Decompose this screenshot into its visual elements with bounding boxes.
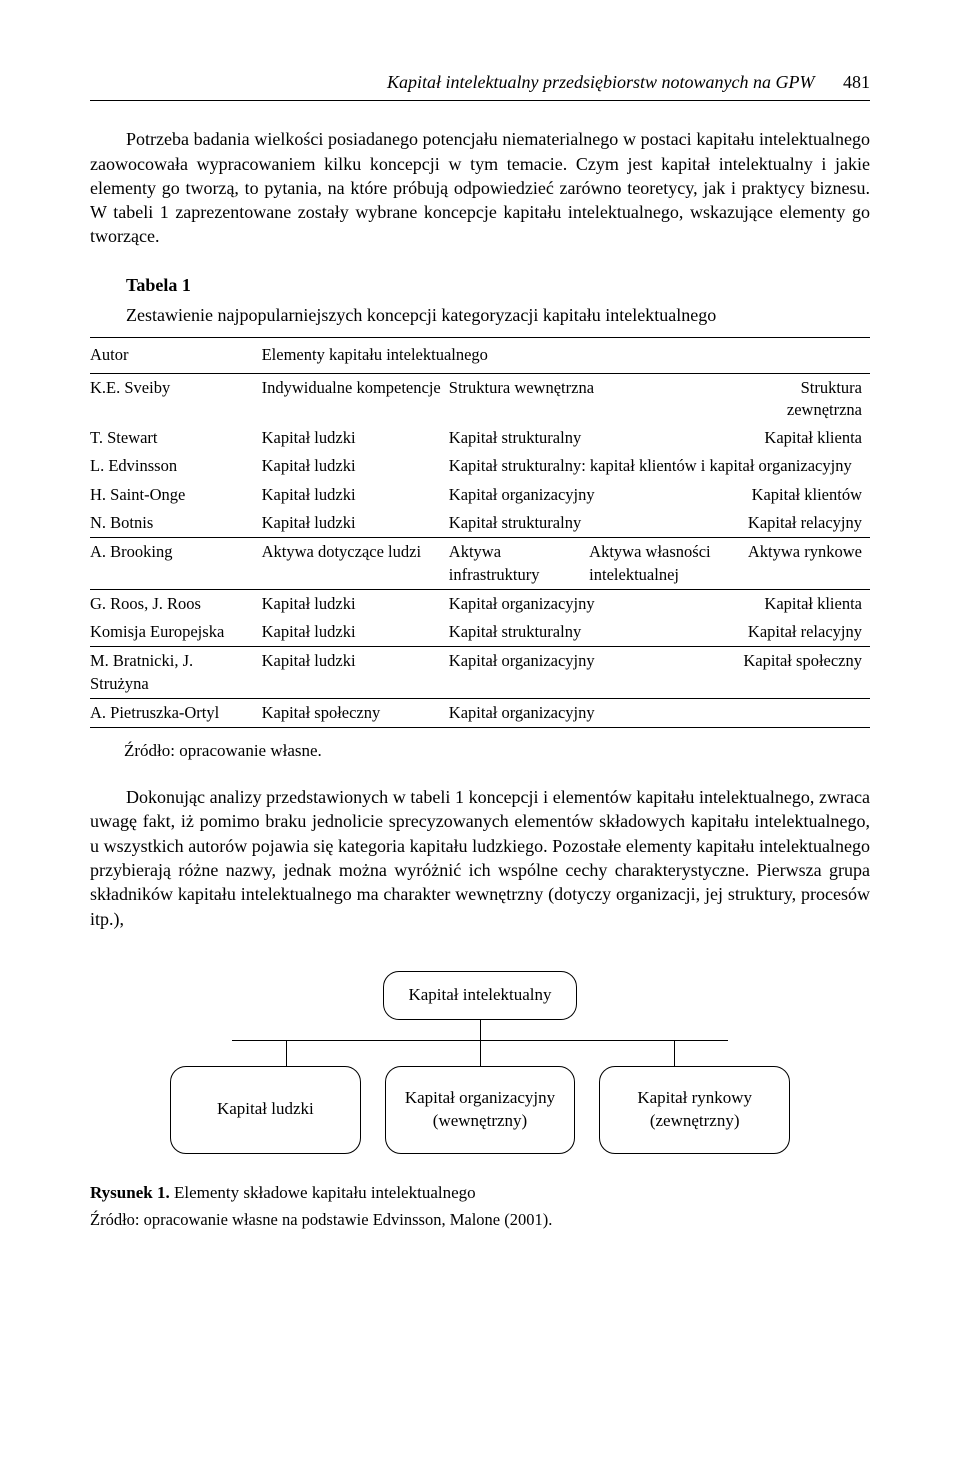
figure-1-diagram: Kapitał intelektualny Kapitał ludzki Kap… bbox=[170, 971, 790, 1154]
paragraph-2: Dokonując analizy przedstawionych w tabe… bbox=[90, 785, 870, 931]
cell: Kapitał ludzki bbox=[262, 481, 449, 509]
figure-1-label: Rysunek 1. Elementy składowe kapitału in… bbox=[90, 1182, 870, 1205]
cell: Kapitał społeczny bbox=[262, 698, 449, 727]
running-header: Kapitał intelektualny przedsiębiorstw no… bbox=[90, 70, 870, 94]
th-elementy: Elementy kapitału intelektualnego bbox=[262, 338, 870, 373]
cell: L. Edvinsson bbox=[90, 452, 262, 480]
cell: Aktywa dotyczące ludzi bbox=[262, 538, 449, 590]
cell: N. Botnis bbox=[90, 509, 262, 538]
table-header-row: Autor Elementy kapitału intelektualnego bbox=[90, 338, 870, 373]
diagram-child-2: Kapitał organizacyjny (wewnętrzny) bbox=[385, 1066, 576, 1154]
cell: Struktura wewnętrzna bbox=[449, 373, 730, 424]
cell: Kapitał ludzki bbox=[262, 509, 449, 538]
diagram-parent-box: Kapitał intelektualny bbox=[383, 971, 576, 1020]
cell: Aktywa własności intelektualnej bbox=[589, 538, 729, 590]
table-row: N. Botnis Kapitał ludzki Kapitał struktu… bbox=[90, 509, 870, 538]
cell: Aktywa rynkowe bbox=[730, 538, 870, 590]
table-row: H. Saint-Onge Kapitał ludzki Kapitał org… bbox=[90, 481, 870, 509]
table-row: L. Edvinsson Kapitał ludzki Kapitał stru… bbox=[90, 452, 870, 480]
figure-1-label-bold: Rysunek 1. bbox=[90, 1183, 170, 1202]
cell: A. Pietruszka-Ortyl bbox=[90, 698, 262, 727]
cell: Komisja Europejska bbox=[90, 618, 262, 647]
table-row: A. Pietruszka-Ortyl Kapitał społeczny Ka… bbox=[90, 698, 870, 727]
cell: Aktywa infrastruktury bbox=[449, 538, 589, 590]
cell: T. Stewart bbox=[90, 424, 262, 452]
cell: Kapitał organizacyjny bbox=[449, 589, 730, 618]
table-row: K.E. Sveiby Indywidualne kompetencje Str… bbox=[90, 373, 870, 424]
cell: H. Saint-Onge bbox=[90, 481, 262, 509]
cell: Indywidualne kompetencje bbox=[262, 373, 449, 424]
table-row: M. Bratnicki, J. Strużyna Kapitał ludzki… bbox=[90, 647, 870, 699]
table-row: G. Roos, J. Roos Kapitał ludzki Kapitał … bbox=[90, 589, 870, 618]
cell: Kapitał organizacyjny bbox=[449, 481, 730, 509]
cell: Kapitał społeczny bbox=[730, 647, 870, 699]
cell: Kapitał ludzki bbox=[262, 424, 449, 452]
cell: Kapitał strukturalny bbox=[449, 509, 730, 538]
diagram-child-1: Kapitał ludzki bbox=[170, 1066, 361, 1154]
cell: Kapitał strukturalny: kapitał klientów i… bbox=[449, 452, 870, 480]
cell: G. Roos, J. Roos bbox=[90, 589, 262, 618]
cell: Kapitał relacyjny bbox=[730, 509, 870, 538]
cell: K.E. Sveiby bbox=[90, 373, 262, 424]
page-number: 481 bbox=[843, 72, 870, 92]
figure-1-source: Źródło: opracowanie własne na podstawie … bbox=[90, 1209, 870, 1231]
figure-1-label-rest: Elementy składowe kapitału intelektualne… bbox=[170, 1183, 476, 1202]
paragraph-1: Potrzeba badania wielkości posiadanego p… bbox=[90, 127, 870, 248]
cell: Kapitał klientów bbox=[730, 481, 870, 509]
cell: Kapitał ludzki bbox=[262, 618, 449, 647]
table-1-caption: Zestawienie najpopularniejszych koncepcj… bbox=[126, 303, 870, 327]
header-rule bbox=[90, 100, 870, 101]
running-title: Kapitał intelektualny przedsiębiorstw no… bbox=[387, 72, 814, 92]
table-1: Autor Elementy kapitału intelektualnego … bbox=[90, 337, 870, 728]
cell: Kapitał ludzki bbox=[262, 647, 449, 699]
cell: Kapitał ludzki bbox=[262, 589, 449, 618]
cell: Kapitał relacyjny bbox=[730, 618, 870, 647]
cell: M. Bratnicki, J. Strużyna bbox=[90, 647, 262, 699]
cell: A. Brooking bbox=[90, 538, 262, 590]
table-1-source: Źródło: opracowanie własne. bbox=[124, 740, 870, 763]
cell: Kapitał klienta bbox=[730, 424, 870, 452]
cell: Kapitał organizacyjny bbox=[449, 647, 730, 699]
cell: Kapitał organizacyjny bbox=[449, 698, 870, 727]
cell: Kapitał strukturalny bbox=[449, 618, 730, 647]
table-1-label: Tabela 1 bbox=[90, 273, 870, 297]
table-row: Komisja Europejska Kapitał ludzki Kapita… bbox=[90, 618, 870, 647]
table-row: A. Brooking Aktywa dotyczące ludzi Aktyw… bbox=[90, 538, 870, 590]
diagram-connector bbox=[210, 1020, 750, 1066]
diagram-child-3: Kapitał rynkowy (zewnętrzny) bbox=[599, 1066, 790, 1154]
th-autor: Autor bbox=[90, 338, 262, 373]
cell: Kapitał ludzki bbox=[262, 452, 449, 480]
cell: Kapitał klienta bbox=[730, 589, 870, 618]
cell: Struktura zewnętrzna bbox=[730, 373, 870, 424]
table-row: T. Stewart Kapitał ludzki Kapitał strukt… bbox=[90, 424, 870, 452]
cell: Kapitał strukturalny bbox=[449, 424, 730, 452]
